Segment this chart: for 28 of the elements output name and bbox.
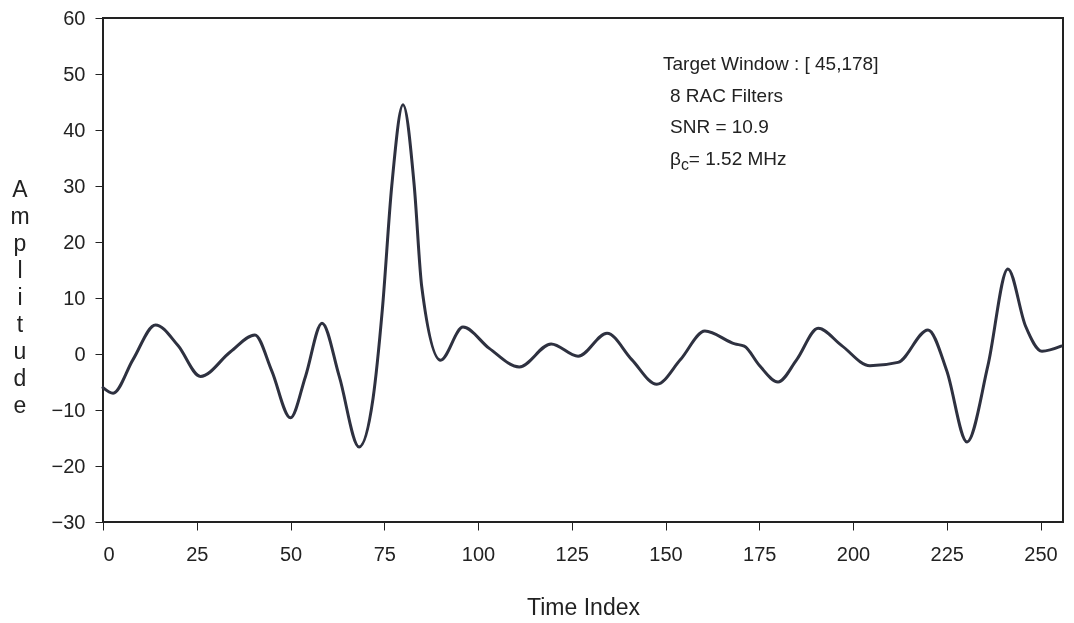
y-tick-label: 60 <box>63 6 86 29</box>
y-tick-label: 50 <box>63 62 86 85</box>
x-tick-label: 175 <box>743 542 777 565</box>
y-tick-label: −20 <box>51 454 86 477</box>
y-tick-label: −10 <box>51 398 86 421</box>
x-tick-label: 50 <box>279 542 303 565</box>
y-tick-label: 40 <box>63 118 86 141</box>
y-axis-title: Amplitude <box>6 176 33 419</box>
x-axis-title: Time Index <box>527 593 641 620</box>
annotation: SNR = 10.9 <box>670 115 770 139</box>
x-tick-label: 225 <box>930 542 964 565</box>
y-tick-label: 10 <box>63 286 86 309</box>
x-tick-label: 150 <box>649 542 683 565</box>
line-series <box>101 103 1063 449</box>
annotation: Target Window : [ 45,178] <box>663 52 879 76</box>
x-tick-label: 0 <box>103 542 115 565</box>
annotation: 8 RAC Filters <box>670 83 784 108</box>
annotation: β$_{c}$= 1.52 MHz <box>670 146 788 175</box>
x-tick-label: 25 <box>186 542 209 565</box>
x-tick-label: 125 <box>555 542 589 565</box>
x-tick-label: 250 <box>1024 542 1058 565</box>
x-tick-label: 200 <box>836 542 871 565</box>
y-tick-label: 0 <box>74 342 86 365</box>
y-tick-label: 30 <box>63 174 86 197</box>
y-tick-label: 20 <box>63 230 86 253</box>
y-tick-label: −30 <box>51 510 86 533</box>
x-tick-label: 75 <box>373 542 396 565</box>
x-tick-label: 100 <box>461 542 496 565</box>
